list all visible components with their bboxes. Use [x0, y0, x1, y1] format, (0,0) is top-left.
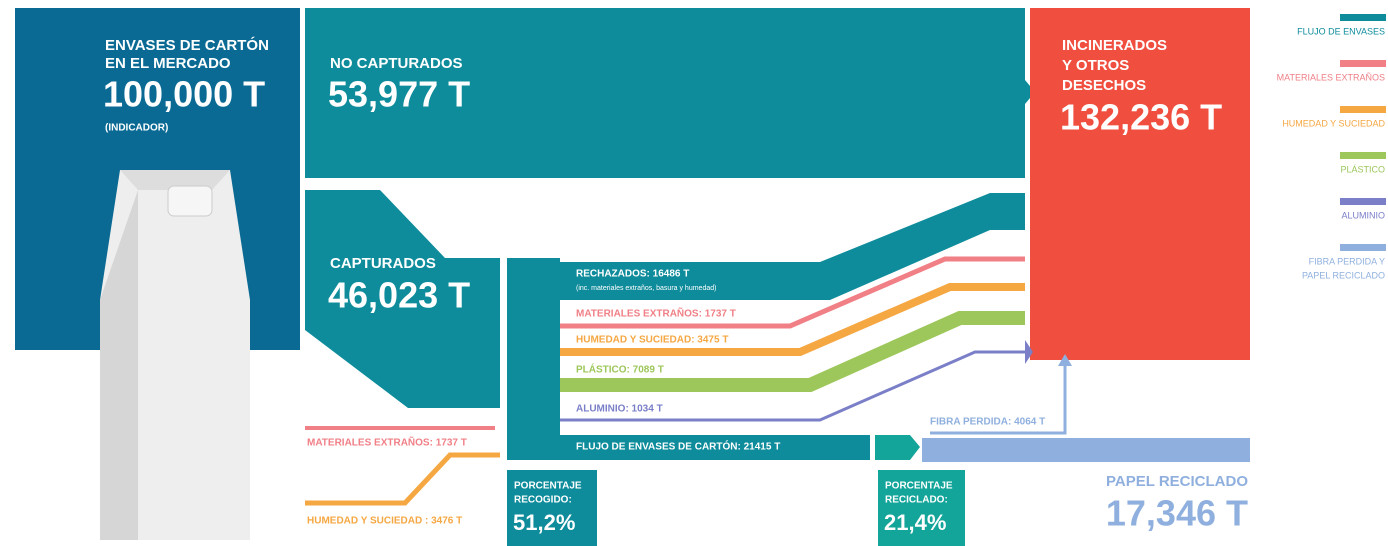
collected-title: RECOGIDO: [514, 495, 572, 506]
incinerated-value: 132,236 T [1060, 97, 1222, 138]
incinerated-title: Y OTROS [1062, 57, 1129, 74]
incinerated-title: DESECHOS [1062, 77, 1146, 94]
flow-line [560, 283, 1025, 356]
market-title: EN EL MERCADO [105, 55, 231, 72]
carton-image [100, 170, 250, 540]
arrow [1025, 340, 1033, 364]
flows [305, 256, 1067, 506]
legend-label: FLUJO DE ENVASES [1297, 26, 1385, 36]
input-label: MATERIALES EXTRAÑOS: 1737 T [307, 436, 467, 449]
recycled-paper-title: PAPEL RECICLADO [1106, 473, 1248, 490]
rejected-band [560, 193, 1025, 300]
flow-line [560, 256, 1025, 329]
input-label: HUMEDAD Y SUCIEDAD : 3476 T [307, 516, 462, 527]
rejected-note: (inc. materiales extraños, basura y hume… [576, 285, 716, 292]
flow-label: ALUMINIO: 1034 T [576, 404, 663, 415]
market-value: 100,000 T [103, 74, 265, 115]
collected-box [507, 470, 597, 546]
incinerated-title: INCINERADOS [1062, 37, 1167, 54]
flow-line [560, 311, 1025, 392]
captured-title: CAPTURADOS [330, 255, 436, 272]
recycled-value: 21,4% [884, 510, 946, 535]
rejected-title: RECHAZADOS: 16486 T [576, 269, 689, 280]
recycled-box [878, 470, 965, 546]
recycled-band [922, 438, 1250, 462]
legend-swatch [1340, 14, 1386, 21]
captured-value: 46,023 T [328, 275, 470, 316]
flow-line [560, 350, 1025, 422]
legend-label: PLÁSTICO [1340, 164, 1385, 174]
not-captured-title: NO CAPTURADOS [330, 55, 463, 72]
collected-value: 51,2% [513, 510, 575, 535]
flow-label: MATERIALES EXTRAÑOS: 1737 T [576, 307, 736, 320]
sorting-column [507, 258, 560, 460]
legend-label: HUMEDAD Y SUCIEDAD [1282, 118, 1385, 128]
arrow [1058, 354, 1072, 366]
carton-flow-label: FLUJO DE ENVASES DE CARTÓN: 21415 T [576, 440, 780, 453]
flow-line [930, 362, 1067, 435]
legend-swatch [1340, 106, 1386, 113]
legend-swatch [1340, 244, 1386, 251]
market-note: (INDICADOR) [105, 123, 168, 134]
legend-swatch [1340, 152, 1386, 159]
flow-label: HUMEDAD Y SUCIEDAD: 3475 T [576, 335, 728, 346]
flow-label: PLÁSTICO: 7089 T [576, 363, 664, 376]
legend-label: ALUMINIO [1341, 210, 1385, 220]
legend-label: FIBRA PERDIDA Y [1309, 256, 1385, 266]
recycled-title: PORCENTAJE [885, 481, 953, 492]
legend-label: MATERIALES EXTRAÑOS [1277, 72, 1385, 82]
carton-flow-band [560, 435, 870, 460]
junction [875, 435, 920, 460]
lost-fiber-label: FIBRA PERDIDA: 4064 T [930, 417, 1045, 428]
not-captured-band [305, 8, 1025, 178]
recycled-paper-value: 17,346 T [1106, 493, 1248, 534]
legend-swatch [1340, 198, 1386, 205]
not-captured-value: 53,977 T [328, 74, 470, 115]
captured-band [305, 190, 500, 408]
collected-title: PORCENTAJE [514, 481, 582, 492]
incinerated-box [1030, 8, 1250, 360]
market-title: ENVASES DE CARTÓN [105, 36, 269, 54]
legend-label: PAPEL RECICLADO [1302, 270, 1385, 280]
recycled-title: RECICLADO: [885, 495, 948, 506]
legend-swatch [1340, 60, 1386, 67]
legend: FLUJO DE ENVASES MATERIALES EXTRAÑOS HUMED… [1277, 14, 1386, 280]
flow-line [305, 452, 500, 506]
